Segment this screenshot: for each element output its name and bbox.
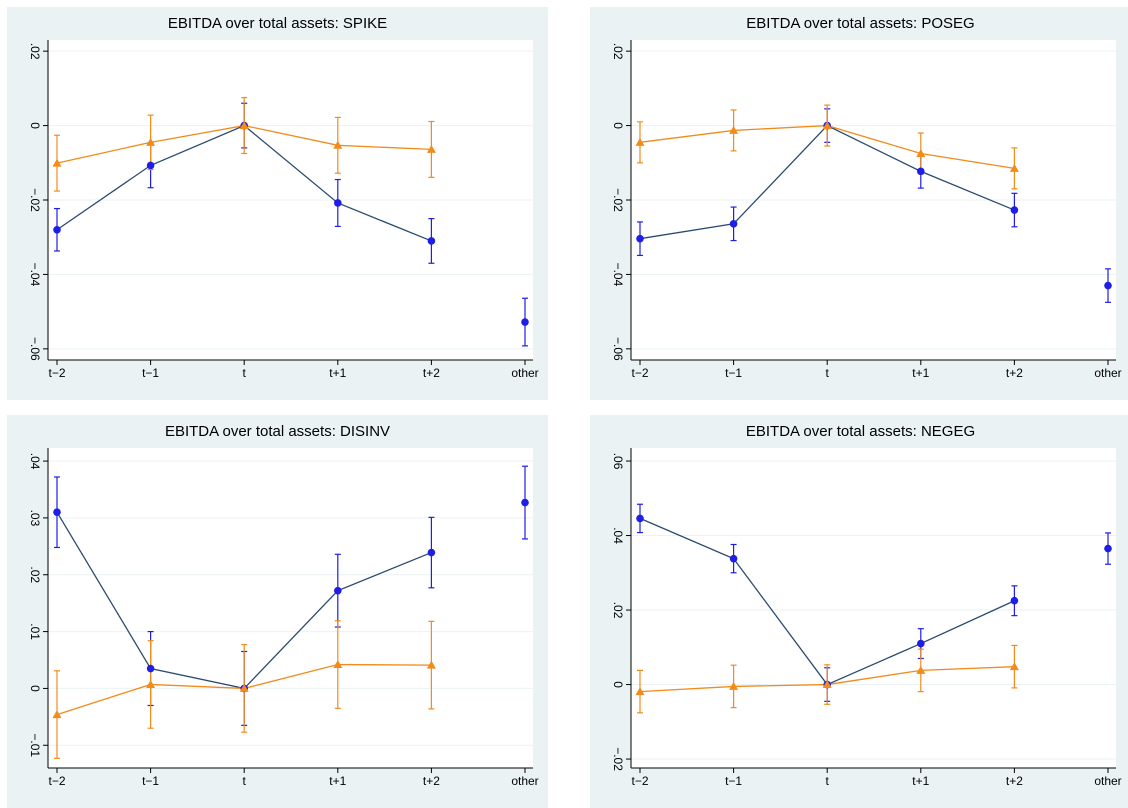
y-tick-label: −.06 — [28, 337, 42, 361]
x-tick-label: t−1 — [142, 774, 159, 788]
x-tick-label: t+2 — [1006, 366, 1023, 380]
chart-title: EBITDA over total assets: DISINV — [165, 423, 390, 440]
marker — [917, 639, 925, 648]
x-tick-label: other — [1094, 366, 1121, 380]
marker — [729, 220, 738, 228]
x-tick-label: t−1 — [725, 774, 742, 788]
x-tick-label: t — [826, 366, 830, 380]
marker — [635, 137, 645, 146]
marker — [426, 144, 436, 153]
x-tick-label: t−1 — [142, 366, 159, 380]
y-tick-label: 0 — [28, 685, 42, 692]
marker — [729, 125, 739, 134]
y-tick-label: .02 — [28, 566, 42, 583]
marker — [1104, 544, 1112, 553]
y-tick-label: −.06 — [611, 337, 625, 361]
chart-title: EBITDA over total assets: POSEG — [746, 15, 974, 32]
x-tick-label: other — [511, 366, 538, 380]
x-tick-label: t+1 — [329, 366, 346, 380]
x-tick-label: t+2 — [1006, 774, 1023, 788]
marker — [427, 548, 436, 557]
marker — [1104, 281, 1112, 290]
marker — [636, 514, 644, 523]
y-tick-label: .02 — [611, 43, 625, 60]
marker — [146, 679, 156, 688]
y-tick-label: −.02 — [611, 747, 625, 771]
x-tick-label: other — [1094, 774, 1121, 788]
chart-panel: EBITDA over total assets: NEGEG −.02 0 .02.… — [590, 415, 1128, 808]
x-tick-label: t — [243, 774, 247, 788]
x-tick-label: t — [243, 366, 247, 380]
chart-panel: EBITDA over total assets: DISINV −.01 0 .01… — [7, 415, 548, 808]
x-tick-label: other — [511, 774, 538, 788]
x-tick-label: t — [826, 774, 830, 788]
x-tick-label: t+2 — [423, 366, 440, 380]
marker — [1009, 662, 1019, 671]
marker — [635, 687, 645, 696]
y-tick-label: −.04 — [28, 263, 42, 287]
marker — [729, 554, 738, 563]
x-tick-label: t−1 — [725, 366, 742, 380]
y-tick-label: 0 — [611, 681, 625, 688]
chart-title: EBITDA over total assets: NEGEG — [746, 423, 975, 440]
marker — [146, 664, 155, 673]
marker — [239, 121, 249, 130]
y-tick-label: .01 — [28, 623, 42, 640]
x-tick-label: t+1 — [912, 774, 929, 788]
y-tick-label: .04 — [28, 453, 42, 470]
y-tick-label: .04 — [611, 527, 625, 544]
marker — [1010, 596, 1019, 605]
y-tick-label: .06 — [611, 453, 625, 470]
y-tick-label: .02 — [611, 602, 625, 619]
x-tick-label: t+2 — [423, 774, 440, 788]
marker — [1010, 206, 1019, 214]
marker — [146, 161, 155, 170]
marker — [52, 710, 62, 719]
chart-panel: EBITDA over total assets: SPIKE −.06 −.04 −… — [7, 7, 548, 400]
marker — [822, 121, 832, 130]
marker — [916, 665, 926, 674]
y-tick-label: .03 — [28, 510, 42, 527]
marker — [333, 140, 343, 149]
x-tick-label: t−2 — [48, 366, 65, 380]
marker — [239, 683, 249, 692]
x-tick-label: t−2 — [631, 774, 648, 788]
marker — [729, 681, 739, 690]
chart-title: EBITDA over total assets: SPIKE — [168, 15, 387, 32]
marker — [334, 199, 342, 207]
x-tick-label: t−2 — [631, 366, 648, 380]
marker — [916, 148, 926, 157]
plot-area — [631, 448, 1116, 768]
y-tick-label: 0 — [28, 122, 42, 129]
chart-panel: EBITDA over total assets: POSEG −.06 −.04 −… — [590, 7, 1128, 400]
marker — [426, 660, 436, 669]
marker — [52, 158, 62, 167]
y-tick-label: −.02 — [611, 188, 625, 212]
marker — [917, 167, 925, 176]
marker — [334, 586, 342, 595]
y-tick-label: −.04 — [611, 263, 625, 287]
marker — [521, 498, 529, 507]
marker — [333, 660, 343, 669]
marker — [822, 680, 832, 689]
marker — [1009, 163, 1019, 172]
marker — [427, 237, 436, 245]
marker — [636, 234, 644, 243]
marker — [53, 225, 61, 234]
y-tick-label: 0 — [611, 122, 625, 129]
marker — [521, 318, 529, 326]
x-tick-label: t+1 — [329, 774, 346, 788]
x-tick-label: t−2 — [48, 774, 65, 788]
x-tick-label: t+1 — [912, 366, 929, 380]
marker — [146, 137, 156, 146]
marker — [53, 508, 61, 517]
y-tick-label: −.01 — [28, 733, 42, 757]
y-tick-label: −.02 — [28, 188, 42, 212]
plot-area — [48, 448, 533, 768]
y-tick-label: .02 — [28, 43, 42, 60]
